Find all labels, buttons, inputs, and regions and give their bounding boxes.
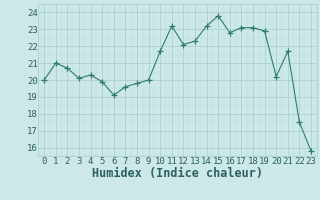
X-axis label: Humidex (Indice chaleur): Humidex (Indice chaleur) — [92, 167, 263, 180]
